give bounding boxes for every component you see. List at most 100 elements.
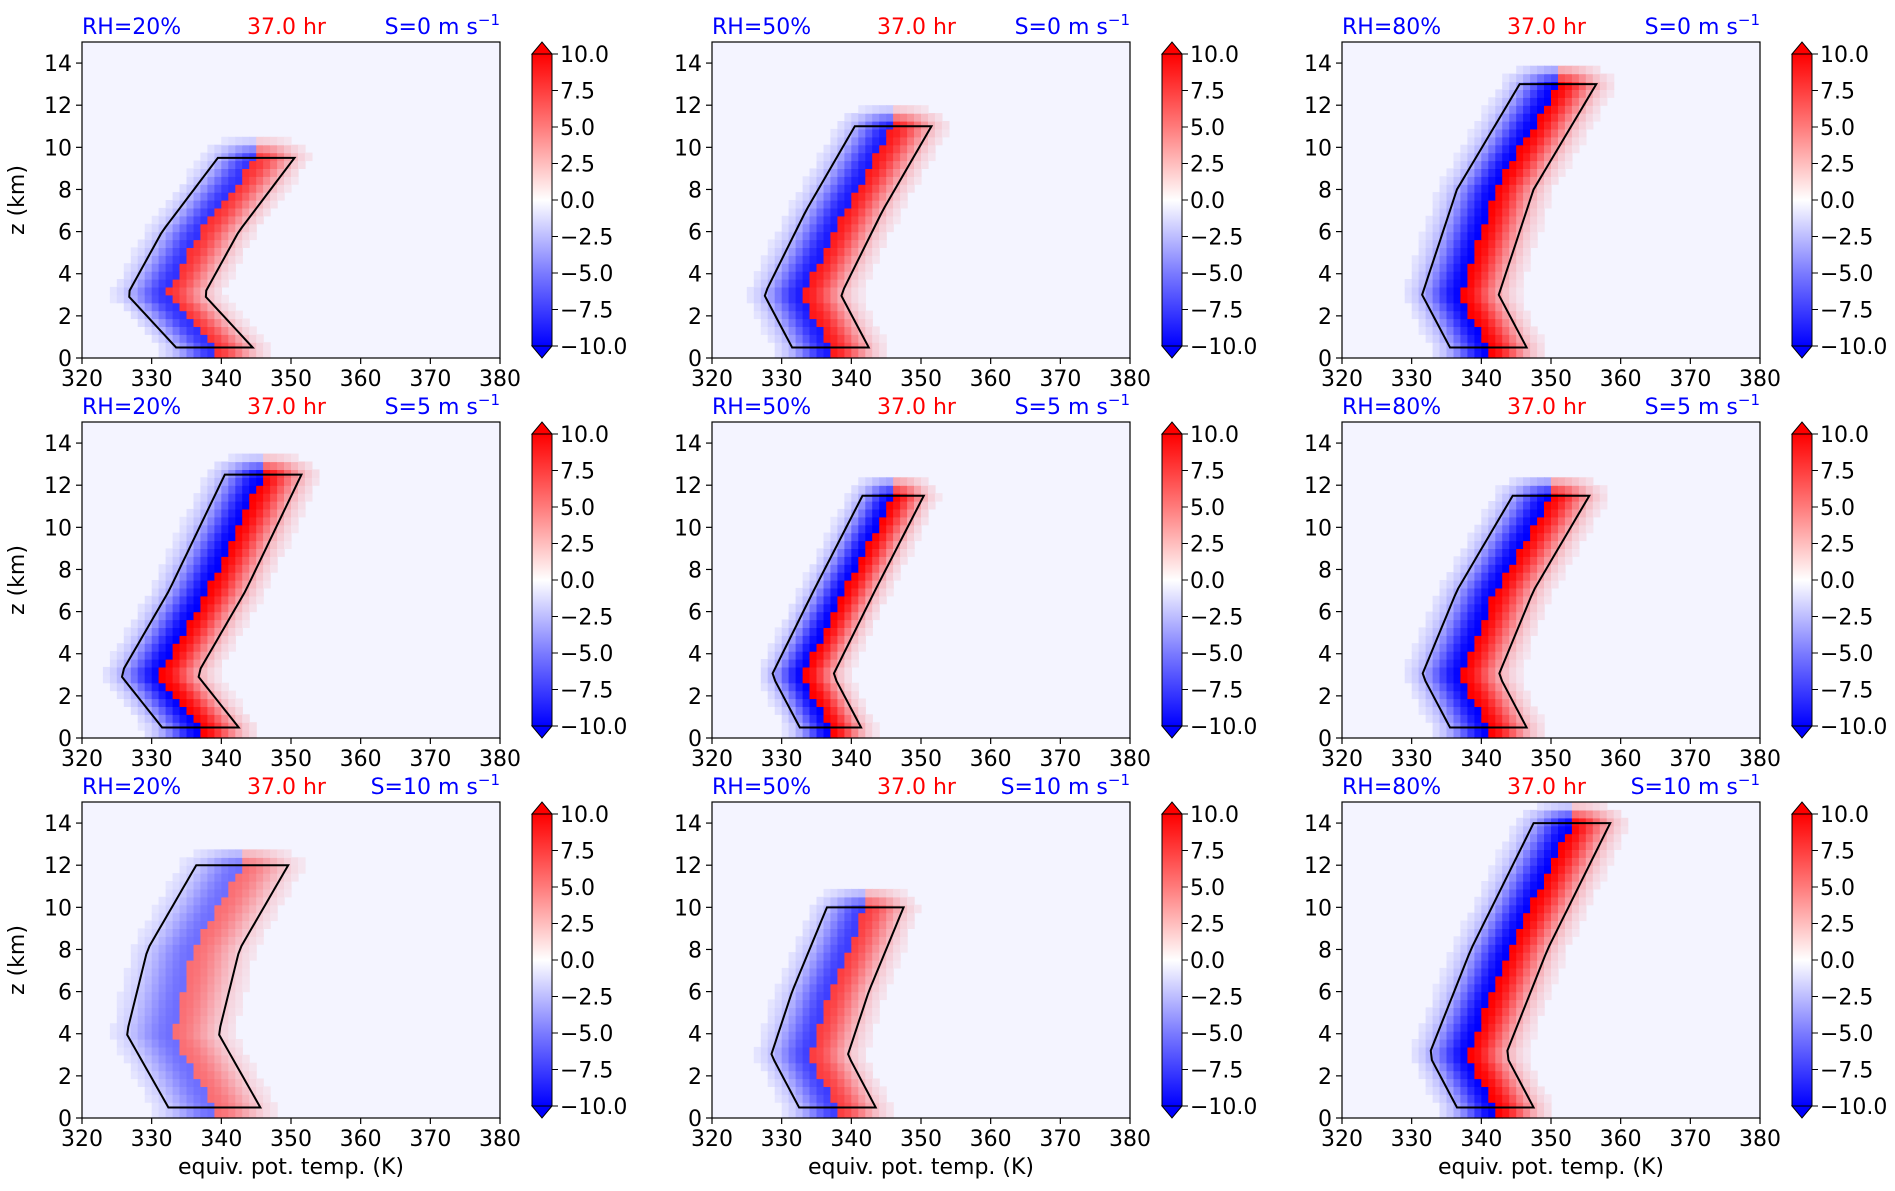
heatmap-cell	[242, 524, 250, 534]
heatmap-cell	[1488, 1070, 1496, 1080]
heatmap-cell	[207, 144, 215, 154]
heatmap-cell	[1509, 294, 1517, 304]
heatmap-cell	[1495, 271, 1503, 280]
heatmap-cell	[193, 302, 202, 312]
heatmap-cell	[165, 975, 174, 985]
heatmap-cell	[774, 666, 783, 676]
heatmap-cell	[865, 920, 873, 929]
heatmap-cell	[228, 967, 236, 977]
heatmap-cell	[1509, 564, 1517, 573]
heatmap-cell	[865, 722, 873, 731]
colorbar-tick-label: 7.5	[560, 460, 595, 485]
heatmap-cell	[1516, 587, 1524, 597]
heatmap-cell	[1453, 730, 1462, 739]
heatmap-cell	[788, 722, 797, 731]
heatmap-cell	[130, 1054, 139, 1064]
heatmap-cell	[1488, 587, 1496, 597]
heatmap-cell	[907, 548, 915, 557]
heatmap-cell	[284, 176, 292, 185]
heatmap-cell	[1467, 342, 1475, 351]
heatmap-cell	[1481, 176, 1489, 185]
heatmap-cell	[137, 722, 146, 731]
heatmap-cell	[242, 516, 250, 526]
heatmap-cell	[844, 144, 852, 154]
heatmap-cell	[1592, 73, 1601, 83]
heatmap-cell	[1432, 603, 1441, 613]
heatmap-cell	[753, 1046, 762, 1056]
heatmap-cell	[1516, 279, 1524, 288]
heatmap-cell	[158, 587, 167, 597]
heatmap-cell	[207, 1039, 215, 1048]
heatmap-cell	[186, 690, 195, 700]
heatmap-cell	[1530, 342, 1538, 351]
heatmap-cell	[193, 580, 202, 589]
heatmap-cell	[1439, 1062, 1448, 1072]
heatmap-cell	[144, 983, 153, 993]
panel-title-rh: RH=20%	[82, 15, 181, 40]
heatmap-cell	[172, 318, 181, 327]
heatmap-cell	[802, 659, 811, 668]
heatmap-cell	[242, 881, 250, 890]
heatmap-cell	[851, 587, 859, 597]
heatmap-cell	[1425, 674, 1434, 684]
heatmap-cell	[872, 920, 880, 929]
heatmap-cell	[837, 999, 845, 1008]
heatmap-cell	[816, 223, 825, 233]
heatmap-cell	[1446, 318, 1455, 327]
heatmap-cell	[1488, 263, 1496, 272]
heatmap-cell	[767, 1007, 776, 1016]
heatmap-cell	[872, 113, 880, 122]
heatmap-cell	[1516, 698, 1524, 707]
heatmap-cell	[256, 865, 264, 874]
heatmap-cell	[207, 1007, 215, 1016]
heatmap-cell	[221, 619, 229, 628]
heatmap-cell	[872, 991, 880, 1001]
heatmap-cell	[1460, 144, 1468, 154]
heatmap-cell	[284, 849, 292, 858]
heatmap-cell	[137, 682, 146, 692]
heatmap-cell	[844, 651, 852, 660]
heatmap-cell	[851, 532, 859, 542]
heatmap-cell	[186, 239, 195, 248]
heatmap-cell	[837, 603, 845, 613]
heatmap-cell	[221, 698, 229, 707]
heatmap-cell	[774, 350, 783, 359]
heatmap-cell	[179, 1015, 188, 1024]
heatmap-cell	[1599, 73, 1608, 83]
heatmap-cell	[158, 1039, 167, 1048]
heatmap-cell	[774, 651, 783, 660]
heatmap-cell	[907, 184, 915, 193]
heatmap-cell	[172, 960, 181, 969]
heatmap-cell	[235, 334, 243, 343]
heatmap-cell	[886, 128, 894, 138]
heatmap-cell	[1481, 508, 1489, 518]
heatmap-cell	[1474, 595, 1482, 605]
heatmap-cell	[830, 540, 838, 549]
heatmap-cell	[1446, 1039, 1455, 1048]
heatmap-cell	[1516, 1110, 1524, 1119]
heatmap-cell	[256, 912, 264, 922]
heatmap-cell	[781, 967, 790, 977]
heatmap-cell	[1523, 160, 1531, 169]
heatmap-cell	[1509, 200, 1517, 209]
heatmap-cell	[249, 516, 257, 526]
heatmap-cell	[1523, 991, 1531, 1001]
heatmap-cell	[235, 239, 243, 248]
heatmap-cell	[921, 477, 929, 486]
heatmap-cell	[214, 176, 222, 185]
heatmap-cell	[1509, 999, 1517, 1008]
heatmap-cell	[1495, 524, 1503, 534]
heatmap-cell	[123, 651, 132, 660]
heatmap-cell	[1446, 666, 1455, 676]
heatmap-cell	[809, 168, 818, 177]
heatmap-cell	[249, 857, 257, 866]
heatmap-cell	[830, 310, 838, 320]
heatmap-cell	[788, 1007, 797, 1016]
heatmap-cell	[1439, 263, 1448, 272]
heatmap-cell	[1502, 144, 1510, 154]
heatmap-cell	[781, 1094, 790, 1103]
heatmap-cell	[277, 540, 285, 549]
heatmap-cell	[1509, 627, 1517, 636]
heatmap-cell	[1453, 714, 1462, 723]
heatmap-cell	[1453, 239, 1462, 248]
